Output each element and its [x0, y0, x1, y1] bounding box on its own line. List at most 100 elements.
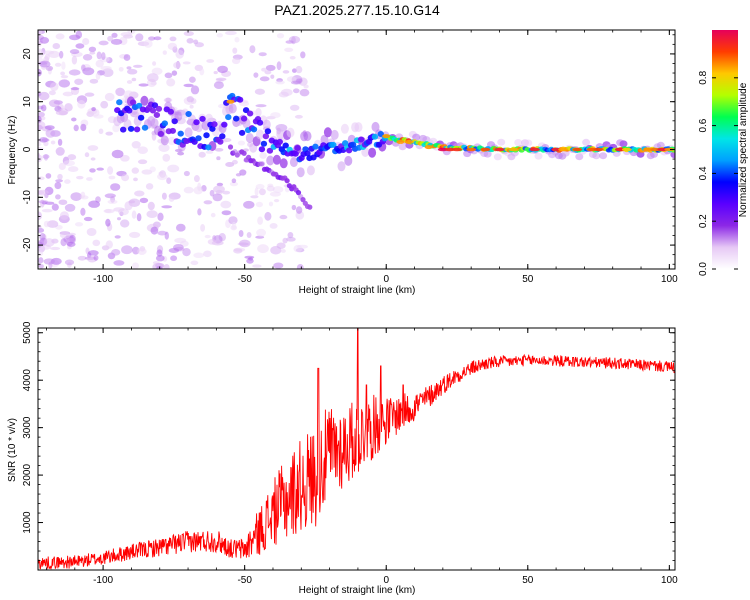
spectrogram-cell: [71, 117, 77, 122]
spectrogram-cell: [190, 260, 199, 266]
spectrogram-cell: [265, 64, 276, 71]
spectrogram-cell: [64, 203, 76, 212]
spectrogram-cell: [77, 255, 87, 261]
spectrogram-cell: [213, 185, 225, 193]
spectrogram-cell: [118, 66, 124, 72]
spectrogram-cell: [210, 212, 216, 218]
spectrogram-cell: [158, 143, 170, 153]
x-tick-label: 100: [661, 274, 678, 285]
spectrogram-cell: [272, 154, 281, 165]
spectrogram-cell: [108, 175, 116, 180]
spectrogram-cell: [643, 147, 654, 152]
spectrogram-cell: [38, 250, 44, 256]
spectrogram-cell: [593, 147, 604, 152]
spectrogram-cell: [120, 126, 127, 133]
spectrogram-cell: [166, 177, 172, 184]
spectrogram-cell: [63, 160, 75, 167]
spectrogram-cell: [166, 78, 176, 87]
spectrogram-cell: [279, 158, 288, 169]
x-tick-label: -100: [93, 575, 113, 586]
spectrogram-cell: [39, 36, 50, 44]
spectrogram-cell: [398, 143, 407, 151]
spectrogram-cell: [38, 176, 45, 181]
spectrogram-cell: [156, 249, 163, 257]
spectrogram-cell: [599, 152, 608, 160]
spectrogram-cell: [266, 155, 275, 166]
spectrogram-cell: [185, 111, 192, 117]
spectrogram-cell: [104, 92, 115, 102]
spectrogram-cell: [296, 167, 305, 178]
spectrogram-cell: [183, 31, 194, 37]
spectrogram-cell: [280, 249, 286, 253]
spectrogram-cell: [157, 230, 168, 236]
spectrogram-cell: [135, 102, 143, 109]
spectrogram-cell: [54, 62, 62, 67]
spectrogram-cell: [38, 227, 45, 233]
spectrogram-cell: [371, 133, 379, 140]
spectrogram-cell: [40, 104, 47, 112]
spectrogram-cell: [116, 217, 122, 221]
spectrogram-cell: [105, 218, 111, 227]
spectrogram-cell: [120, 32, 133, 37]
spectrogram-cell: [216, 182, 224, 187]
spectrogram-cell: [279, 214, 288, 220]
spectrogram-cell: [534, 152, 543, 160]
spectrogram-cell: [340, 123, 349, 134]
spectrogram-cell: [270, 246, 282, 255]
spectrogram-cell: [342, 140, 349, 147]
spectrogram-cell: [291, 204, 297, 211]
spectrogram-cell: [205, 113, 213, 124]
spectrogram-cell: [150, 226, 159, 235]
spectrogram-cell: [163, 97, 173, 103]
spectrogram-cell: [86, 177, 93, 181]
spectrogram-cell: [258, 188, 266, 196]
spectrogram-cell: [54, 181, 62, 190]
spectrogram-cell: [64, 103, 73, 112]
spectrogram-cell: [592, 152, 601, 160]
spectrogram-cell: [193, 119, 200, 126]
spectrogram-cell: [155, 105, 163, 112]
spectrogram-cell: [38, 264, 44, 269]
spectrogram-cell: [270, 74, 275, 79]
spectrogram-cell: [41, 208, 53, 213]
spectrogram-cell: [51, 203, 59, 211]
spectrogram-cell: [107, 166, 114, 175]
spectrogram-cell: [91, 106, 96, 112]
spectrogram-cell: [169, 36, 177, 42]
spectrogram-cell: [214, 147, 224, 152]
spectrogram-cell: [299, 88, 310, 97]
spectrogram-cell: [83, 216, 93, 222]
colorbar-ticks: 0.0 0.2 0.4 0.6 0.8: [698, 70, 738, 276]
spectrogram-cell: [191, 138, 198, 145]
spectrogram-cell: [52, 43, 61, 50]
spectrogram-cell: [273, 198, 280, 203]
spectrogram-cell: [252, 264, 262, 268]
x-tick-label: 0: [383, 575, 389, 586]
colorbar-tick-label: 0.2: [698, 214, 709, 228]
y-tick-label: 5000: [22, 321, 33, 344]
spectrogram-cell: [276, 129, 285, 140]
spectrogram-cell: [193, 175, 200, 183]
spectrogram-cell: [89, 78, 99, 84]
spectrogram-cell: [266, 147, 274, 154]
spectrogram-cell: [58, 79, 71, 88]
spectrogram-cell: [255, 183, 265, 190]
spectrogram-cell: [145, 183, 154, 190]
spectrogram-cell: [452, 147, 462, 152]
spectrogram-cell: [275, 80, 285, 85]
spectrogram-cell: [194, 42, 204, 48]
spectrogram-cell: [153, 36, 162, 41]
spectrogram-cell: [320, 134, 329, 145]
spectrogram-cell: [193, 252, 205, 259]
spectrogram-cell: [123, 54, 131, 61]
snr-x-label: Height of straight line (km): [299, 585, 416, 596]
spectrogram-cell: [68, 69, 81, 76]
spectrogram-cell: [572, 147, 583, 152]
spectrogram-cell: [132, 262, 139, 269]
spectrogram-cell: [184, 127, 193, 138]
spectrogram-cell: [276, 138, 283, 145]
spectrogram-cell: [212, 193, 223, 202]
spectrogram-cell: [75, 30, 83, 39]
spectrogram-cell: [111, 32, 118, 38]
spectrogram-cell: [189, 104, 194, 109]
